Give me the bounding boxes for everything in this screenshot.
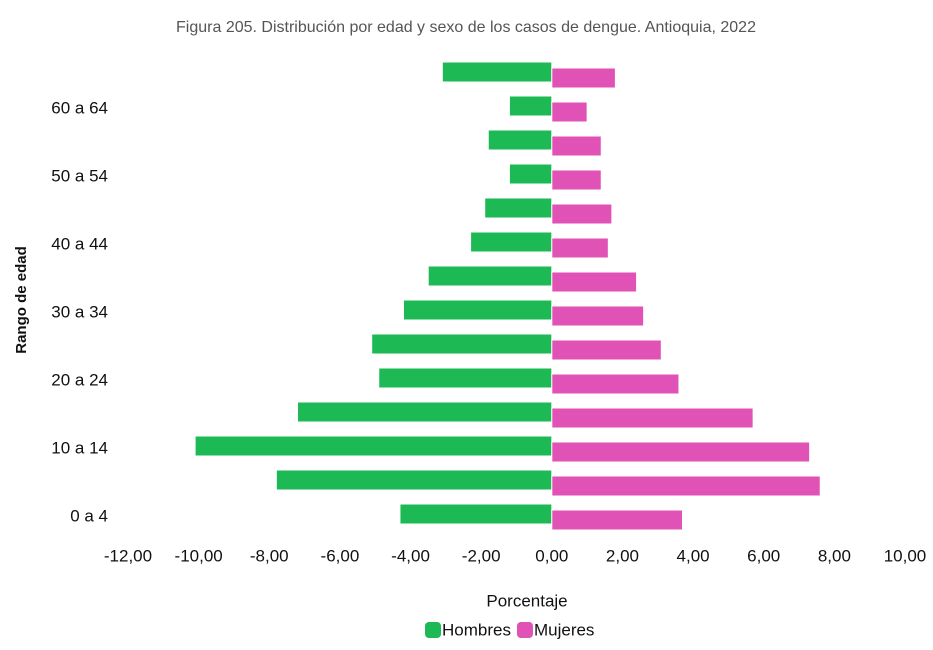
bar: [551, 135, 602, 157]
bar: [551, 67, 616, 89]
x-tick-label: 8,00: [818, 546, 851, 565]
legend-label: Hombres: [442, 620, 511, 639]
x-tick-label: 10,00: [884, 546, 927, 565]
y-tick-label: 30 a 34: [51, 302, 108, 321]
x-tick-label: 4,00: [677, 546, 710, 565]
y-tick-label: 0 a 4: [70, 506, 108, 525]
bar: [551, 407, 754, 429]
x-axis-label: Porcentaje: [486, 591, 567, 610]
x-tick-label: -4,00: [391, 546, 430, 565]
x-tick-label: 2,00: [606, 546, 639, 565]
bar: [551, 237, 609, 259]
bar: [441, 61, 553, 83]
bar: [371, 333, 553, 355]
bar: [551, 373, 680, 395]
bar: [551, 271, 638, 293]
bar: [275, 469, 553, 491]
bar: [470, 231, 553, 253]
x-tick-label: 6,00: [747, 546, 780, 565]
bar: [427, 265, 553, 287]
bar: [551, 339, 662, 361]
bar: [487, 129, 553, 151]
x-tick-label: -6,00: [321, 546, 360, 565]
x-tick-label: -2,00: [462, 546, 501, 565]
bar: [551, 305, 645, 327]
y-tick-label: 60 a 64: [51, 98, 108, 117]
bar: [551, 169, 602, 191]
bar: [551, 441, 811, 463]
bar: [551, 203, 613, 225]
x-tick-label: -8,00: [250, 546, 289, 565]
bar: [378, 367, 553, 389]
legend-label: Mujeres: [534, 620, 594, 639]
x-tick-label: -12,00: [104, 546, 152, 565]
y-axis-label: Rango de edad: [13, 246, 30, 354]
bar: [402, 299, 553, 321]
bar: [297, 401, 553, 423]
bar: [508, 95, 553, 117]
x-tick-label: 0,00: [535, 546, 568, 565]
legend-swatch: [425, 622, 441, 638]
bar: [551, 101, 588, 123]
y-tick-label: 20 a 24: [51, 370, 108, 389]
bar: [551, 475, 821, 497]
chart-title: Figura 205. Distribución por edad y sexo…: [176, 19, 756, 36]
y-tick-label: 10 a 14: [51, 438, 108, 457]
legend-swatch: [516, 622, 533, 638]
bar: [551, 509, 683, 531]
bar: [194, 435, 553, 457]
bar: [484, 197, 553, 219]
x-tick-label: -10,00: [175, 546, 223, 565]
y-tick-label: 40 a 44: [51, 234, 108, 253]
y-tick-label: 50 a 54: [51, 166, 108, 185]
bar: [399, 503, 553, 525]
bar: [508, 163, 553, 185]
